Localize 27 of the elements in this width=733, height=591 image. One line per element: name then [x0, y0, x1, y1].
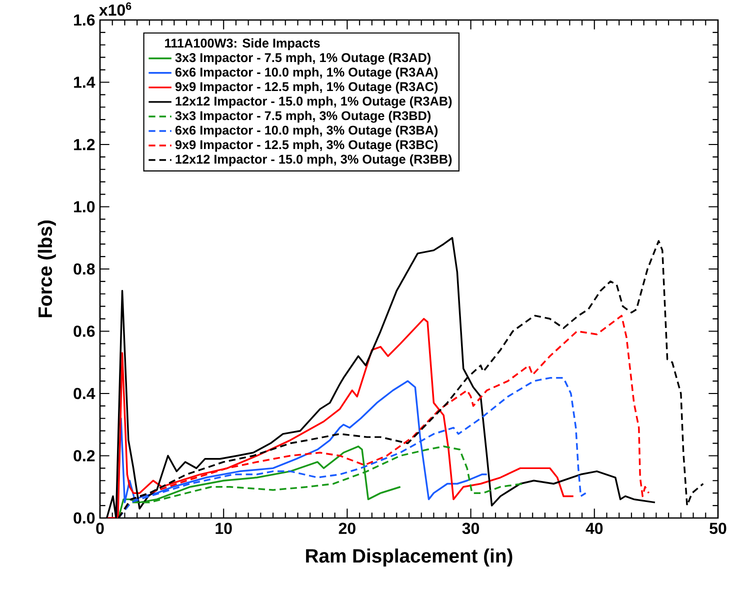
x-axis-title: Ram Displacement (in)	[306, 548, 512, 567]
legend-title: 111A100W3: Side Impacts	[165, 38, 320, 50]
legend-label: 12x12 Impactor - 15.0 mph, 3% Outage (R3BB)	[176, 154, 452, 166]
y-tick-label: 0.6	[74, 326, 95, 337]
y-tick-label: 0.0	[74, 512, 95, 524]
legend-label: 3x3 Impactor - 7.5 mph, 3% Outage (R3BD)	[175, 110, 431, 123]
legend-label: 9x9 Impactor - 12.5 mph, 1% Outage (R3AC)	[175, 82, 438, 94]
legend-label: 3x3 Impactor - 7.5 mph, 1% Outage (R3AD)	[175, 52, 431, 65]
x-tick-label: 20	[338, 522, 356, 534]
y-axis-title: Force (lbs)	[38, 220, 56, 318]
y-tick-label: 1.2	[74, 138, 95, 150]
y-tick-label: 0.4	[74, 388, 96, 400]
x-tick-label: 50	[710, 522, 726, 534]
y-tick-label: 1.6	[74, 14, 95, 26]
legend-label: 6x6 Impactor - 10.0 mph, 3% Outage (R3BA)	[175, 125, 438, 138]
legend-label: 12x12 Impactor - 15.0 mph, 1% Outage (R3AB)	[176, 96, 452, 108]
x-tick-label: 0	[96, 522, 104, 534]
y-tick-label: 1.4	[74, 76, 96, 88]
x-tick-label: 40	[586, 522, 603, 534]
y-tick-label: 0.2	[74, 450, 95, 462]
x-tick-label: 10	[216, 522, 232, 534]
legend-label: 9x9 Impactor - 12.5 mph, 3% Outage (R3BC)	[175, 140, 438, 152]
x-tick-label: 30	[462, 522, 480, 534]
y-tick-label: 0.8	[74, 263, 95, 275]
text: x10$^{6}$	[99, 2, 132, 16]
legend-label: 6x6 Impactor - 10.0 mph, 1% Outage (R3AA)	[175, 67, 438, 80]
y-tick-label: 1.0	[74, 201, 95, 212]
